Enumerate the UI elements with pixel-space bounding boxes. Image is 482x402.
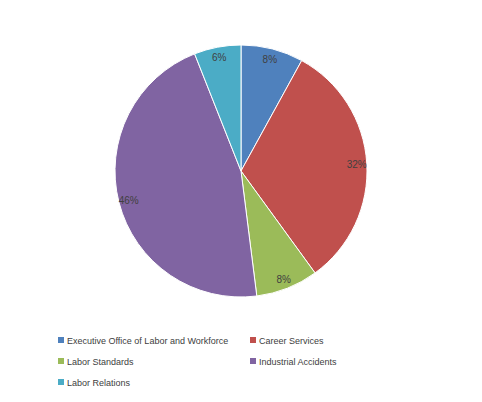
data-label: 32%: [347, 159, 367, 170]
data-label: 46%: [119, 195, 139, 206]
legend: Executive Office of Labor and Workforce C…: [58, 336, 337, 388]
legend-swatch: [58, 379, 64, 385]
legend-label: Labor Relations: [67, 378, 131, 388]
legend-label: Executive Office of Labor and Workforce: [67, 336, 228, 346]
legend-label: Industrial Accidents: [259, 357, 337, 367]
legend-swatch: [250, 358, 256, 364]
chart: 8% 32% 8% 46% 6% Executive Office of Labor an…: [0, 0, 482, 402]
legend-label: Labor Standards: [67, 357, 134, 367]
legend-swatch: [250, 337, 256, 343]
data-label: 8%: [276, 274, 291, 285]
slice: [195, 45, 241, 171]
data-label: 6%: [212, 52, 227, 63]
slices: [115, 45, 367, 297]
legend-swatch: [58, 358, 64, 364]
data-label: 8%: [263, 54, 278, 65]
legend-label: Career Services: [259, 336, 324, 346]
legend-swatch: [58, 337, 64, 343]
